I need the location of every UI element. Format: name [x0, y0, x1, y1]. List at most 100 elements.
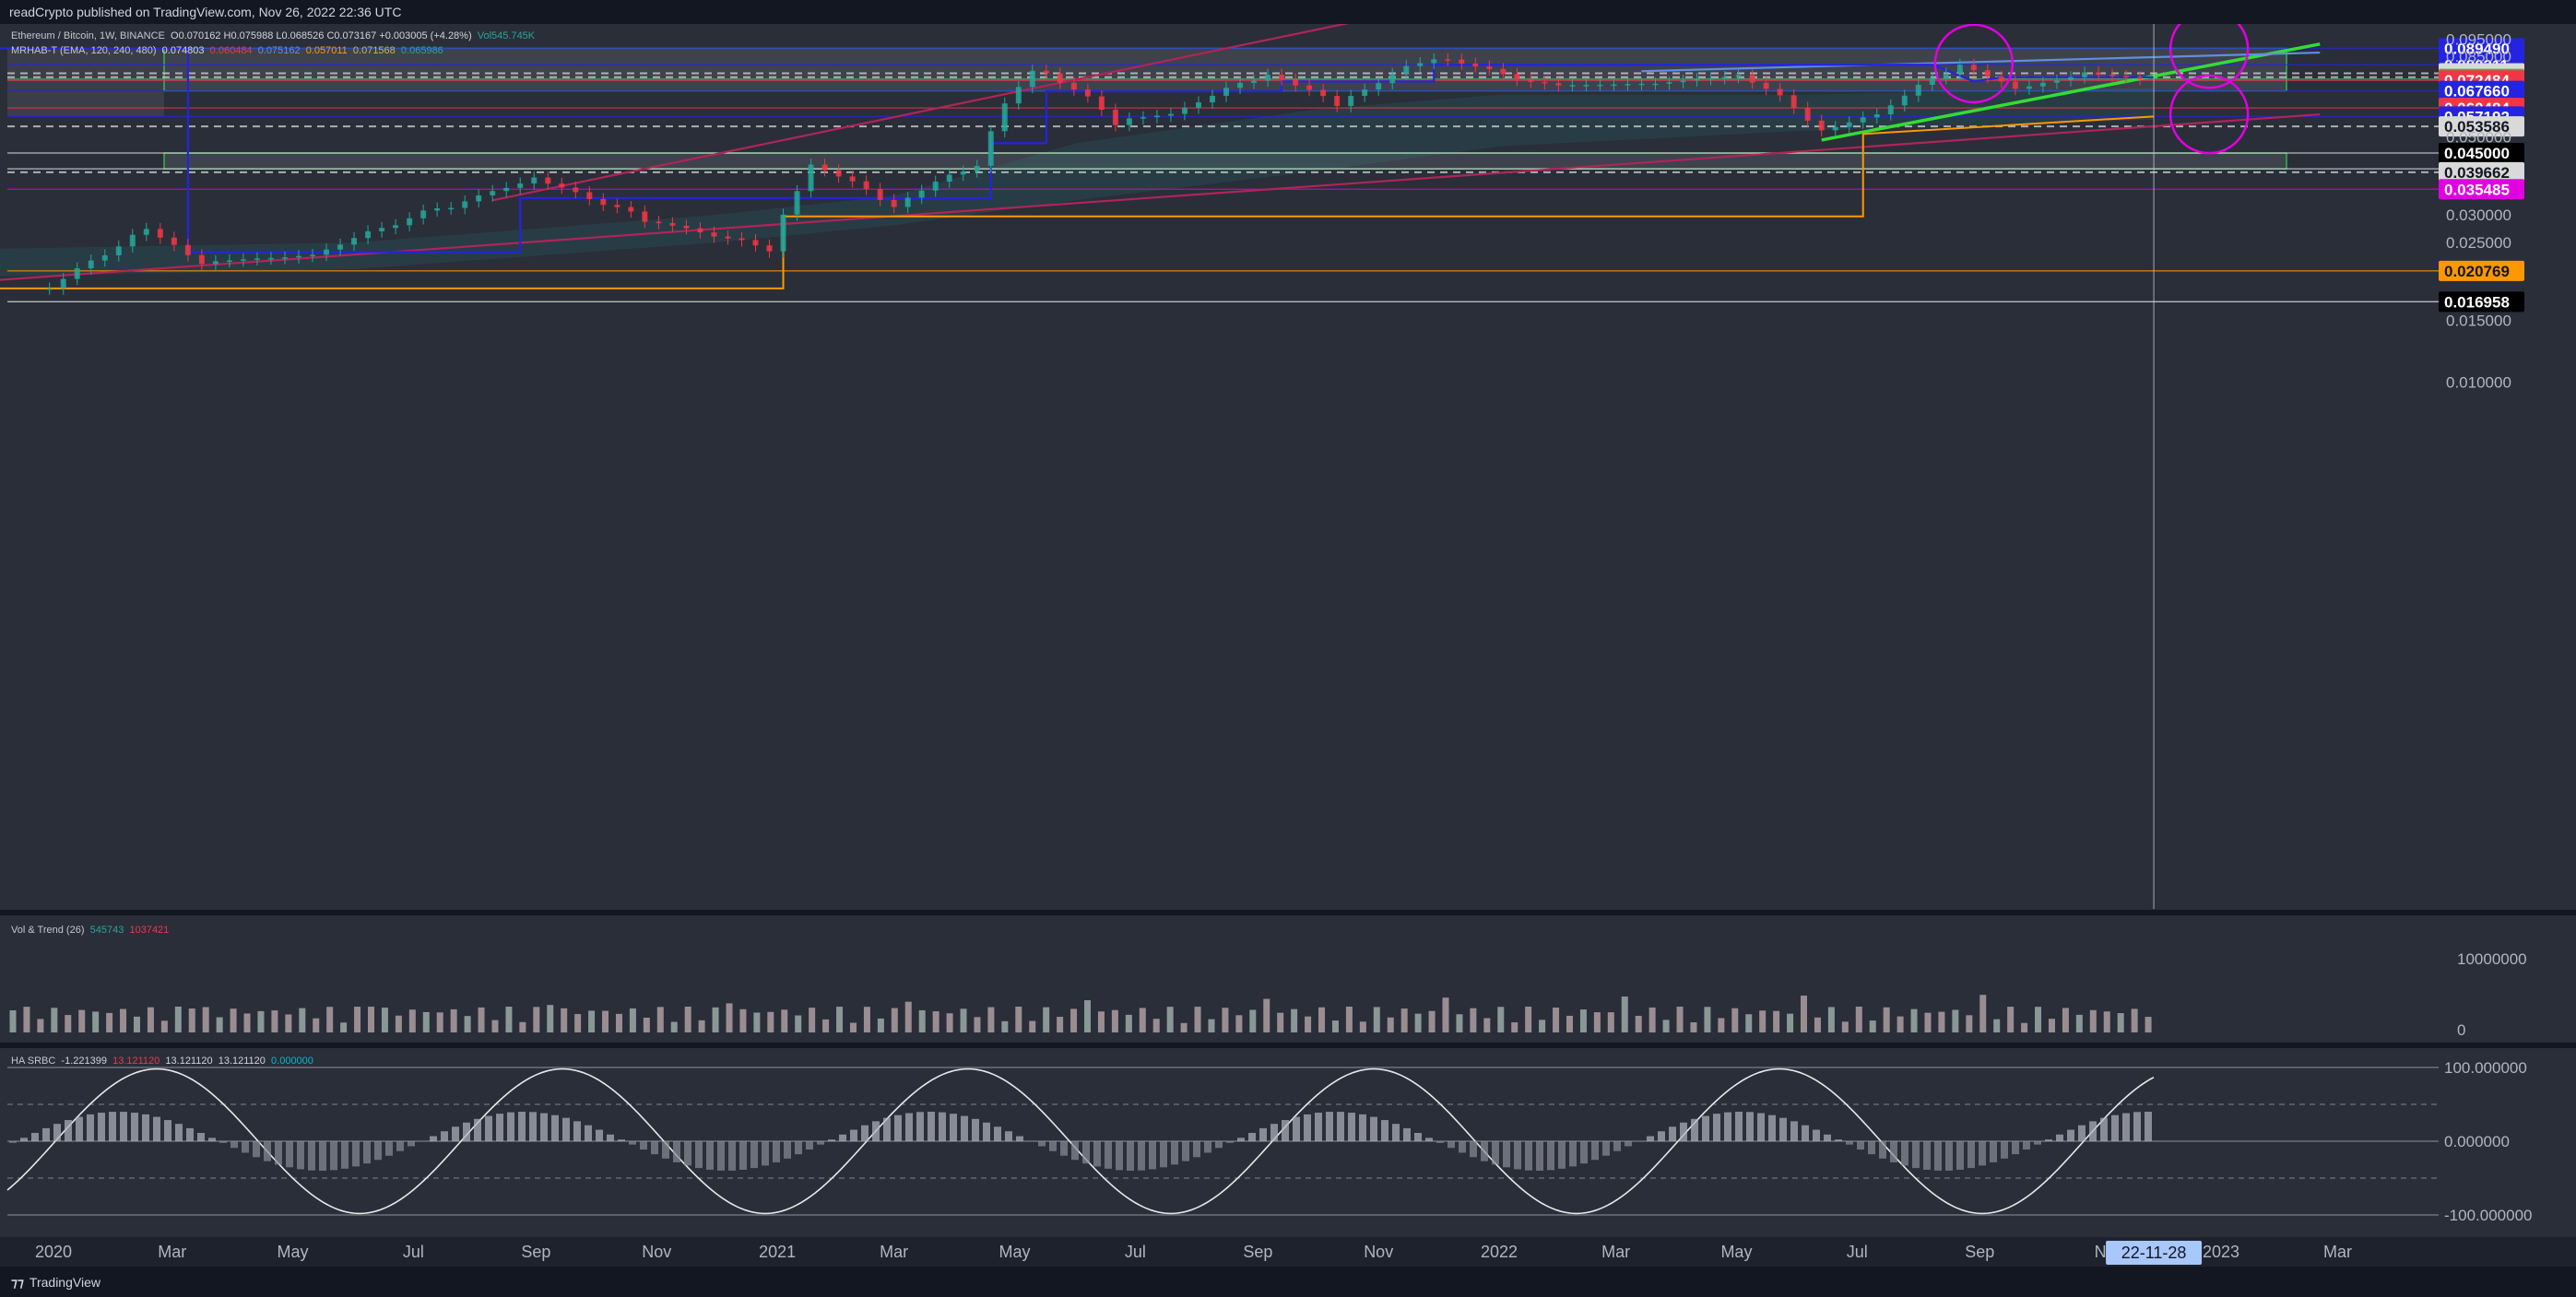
volume-bar	[326, 1007, 334, 1032]
candle-body	[2109, 75, 2116, 77]
candle-body	[1486, 66, 1493, 69]
tv-logo-icon: ⁊⁊	[11, 1275, 24, 1290]
osc-bar	[1414, 1132, 1422, 1141]
osc-bar	[264, 1141, 271, 1161]
osc-bar	[585, 1125, 592, 1141]
volume-bar	[1084, 1000, 1092, 1032]
candle-body	[904, 197, 911, 207]
osc-bar	[1370, 1116, 1377, 1141]
volume-bar	[1373, 1007, 1380, 1032]
volume-bar	[51, 1008, 58, 1032]
price-label: 0.035485	[2444, 181, 2510, 198]
volume-bar	[643, 1018, 650, 1032]
price-label-bg	[2439, 143, 2524, 164]
candle-body	[1542, 81, 1548, 84]
osc-bar	[242, 1141, 249, 1153]
volume-bar	[2089, 1009, 2097, 1032]
volume-bar	[1235, 1015, 1243, 1032]
volume-bar	[809, 1008, 816, 1032]
osc-bar	[1536, 1141, 1543, 1171]
osc-bar	[1082, 1141, 1090, 1164]
candle-body	[1832, 126, 1838, 131]
volume-bar	[2035, 1007, 2042, 1032]
osc-bar	[2056, 1134, 2063, 1141]
time-tick: 2022	[1481, 1243, 1518, 1261]
legend-mrhab-v3: 0.057011	[305, 45, 348, 56]
candle-body	[1694, 78, 1700, 81]
osc-bar	[1105, 1141, 1112, 1169]
price-zone	[7, 48, 164, 117]
volume-bar	[519, 1021, 526, 1032]
legend-line-2: MRHAB-T (EMA, 120, 240, 480) 0.074803 0.…	[11, 45, 443, 56]
volume-bar	[1966, 1015, 1973, 1032]
osc-bar	[1979, 1141, 1986, 1166]
candle-body	[1084, 89, 1091, 97]
osc-bar	[916, 1112, 924, 1141]
candle-body	[1680, 80, 1686, 83]
volume-bar	[92, 1011, 100, 1032]
candle-body	[1901, 95, 1908, 106]
candle-body	[946, 174, 952, 183]
osc-bar	[861, 1125, 869, 1141]
osc-bar	[1038, 1141, 1046, 1147]
osc-bar	[1547, 1141, 1554, 1171]
osc-bar	[374, 1141, 382, 1161]
osc-bar	[1359, 1114, 1366, 1141]
osc-bar	[618, 1139, 625, 1141]
osc-bar	[1348, 1113, 1355, 1141]
chart-svg[interactable]: 0.0894900.0803110.0759380.0740440.073167…	[0, 9, 2576, 1267]
osc-bar	[2045, 1139, 2052, 1141]
osc-bar	[928, 1112, 935, 1141]
volume-bar	[974, 1017, 981, 1032]
candle-body	[171, 237, 177, 245]
volume-bar	[133, 1016, 140, 1032]
candle-body	[1707, 77, 1714, 80]
osc-bar	[607, 1134, 614, 1141]
osc-bar	[2111, 1114, 2119, 1141]
osc-bar	[1060, 1141, 1068, 1156]
volume-bar	[739, 1008, 747, 1032]
volume-bar	[1841, 1021, 1849, 1032]
candle-body	[46, 288, 53, 290]
legend-ohlc: O0.070162 H0.075988 L0.068526 C0.073167 …	[171, 30, 472, 41]
candle-body	[1389, 74, 1396, 84]
osc-bar	[939, 1112, 946, 1141]
volume-bar	[629, 1008, 636, 1032]
candle-body	[739, 238, 745, 241]
candle-body	[1195, 102, 1201, 108]
ha-srbc-v4: 0.000000	[271, 1055, 313, 1067]
osc-bar	[1525, 1141, 1532, 1171]
candles	[46, 53, 2144, 295]
time-tick: N	[2095, 1243, 2107, 1261]
ha-srbc-v1: 13.121120	[112, 1055, 160, 1067]
candle-body	[600, 198, 607, 206]
osc-bar	[1127, 1141, 1134, 1171]
osc-bar	[53, 1124, 61, 1141]
volume-bar	[1869, 1020, 1876, 1032]
volume-bar	[615, 1013, 622, 1032]
osc-bar	[385, 1141, 393, 1156]
tradingview-logo[interactable]: ⁊⁊ TradingView	[11, 1275, 100, 1291]
osc-bar	[1138, 1141, 1145, 1171]
chart-area[interactable]: 0.0894900.0803110.0759380.0740440.073167…	[0, 9, 2576, 1267]
candle-body	[1417, 63, 1424, 66]
osc-bar	[253, 1141, 260, 1158]
osc-bar	[1016, 1136, 1023, 1141]
volume-bar	[257, 1010, 265, 1032]
osc-bar	[175, 1124, 183, 1141]
volume-bar	[1387, 1017, 1394, 1032]
candle-body	[1431, 59, 1437, 64]
legend-mrhab-v2: 0.075162	[257, 45, 301, 56]
volume-bar	[271, 1010, 278, 1032]
osc-bar	[1237, 1138, 1245, 1141]
volume-bar	[726, 1003, 733, 1032]
osc-bar	[1436, 1141, 1444, 1143]
osc-bar	[76, 1116, 83, 1141]
legend-symbol: Ethereum / Bitcoin, 1W, BINANCE	[11, 30, 165, 41]
osc-bar	[1680, 1122, 1687, 1141]
volume-bar	[656, 1007, 664, 1032]
trendline	[1641, 51, 2321, 73]
volume-bar	[9, 1010, 17, 1032]
osc-bar	[297, 1141, 304, 1170]
osc-bar	[1337, 1112, 1344, 1141]
